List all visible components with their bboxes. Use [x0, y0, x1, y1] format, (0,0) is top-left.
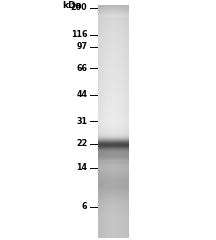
Text: 14: 14 — [76, 163, 87, 173]
Text: 44: 44 — [76, 90, 87, 99]
Text: 97: 97 — [76, 42, 87, 51]
Text: 31: 31 — [76, 117, 87, 126]
Text: 6: 6 — [82, 202, 87, 211]
Text: kDa: kDa — [62, 1, 82, 10]
Text: 22: 22 — [76, 139, 87, 149]
Text: 66: 66 — [76, 64, 87, 73]
Text: 200: 200 — [71, 3, 87, 12]
Text: 116: 116 — [71, 30, 87, 39]
